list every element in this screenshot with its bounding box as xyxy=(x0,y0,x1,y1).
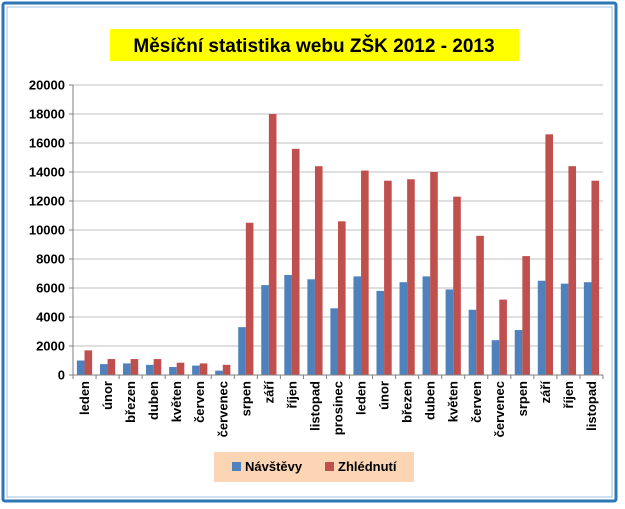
y-tick-label: 8000 xyxy=(36,252,65,267)
bar-navstevy xyxy=(261,285,269,375)
bar-navstevy xyxy=(192,365,200,375)
legend-swatch-navstevy xyxy=(232,462,241,471)
bar-zhlednuti xyxy=(453,196,461,375)
bar-zhlednuti xyxy=(591,180,600,375)
bar-zhlednuti xyxy=(130,359,139,375)
x-tick-label: leden xyxy=(354,381,369,415)
x-tick-label: srpen xyxy=(515,381,530,416)
y-tick-label: 20000 xyxy=(29,78,65,93)
x-tick-label: červenec xyxy=(492,381,507,437)
bar-navstevy xyxy=(445,289,454,375)
bar-zhlednuti xyxy=(268,114,277,375)
bar-navstevy xyxy=(123,363,131,375)
x-tick-label: duben xyxy=(146,381,161,420)
bar-zhlednuti xyxy=(176,362,185,375)
y-tick-label: 0 xyxy=(58,368,65,383)
bar-zhlednuti xyxy=(407,179,415,375)
x-tick-label: srpen xyxy=(238,381,253,416)
bar-navstevy xyxy=(215,370,223,375)
x-tick-label: říjen xyxy=(561,381,576,409)
bar-zhlednuti xyxy=(199,363,208,375)
bar-navstevy xyxy=(169,367,177,375)
x-tick-label: říjen xyxy=(284,381,299,409)
y-tick-label: 2000 xyxy=(36,339,65,354)
x-tick-label: květen xyxy=(446,381,461,422)
bar-navstevy xyxy=(514,330,523,375)
y-tick-label: 14000 xyxy=(29,165,65,180)
bar-navstevy xyxy=(284,274,292,375)
x-tick-label: listopad xyxy=(584,381,599,431)
x-tick-label: březen xyxy=(123,381,138,423)
x-tick-label: červen xyxy=(192,381,207,423)
chart-title-background xyxy=(110,29,519,61)
bar-navstevy xyxy=(491,340,500,375)
y-tick-label: 16000 xyxy=(29,136,65,151)
bar-zhlednuti xyxy=(430,172,438,375)
x-tick-label: září xyxy=(261,381,276,404)
x-tick-label: březen xyxy=(400,381,415,423)
legend-swatch-zhlednuti xyxy=(325,462,334,471)
bar-navstevy xyxy=(468,309,477,375)
bar-zhlednuti xyxy=(568,166,577,375)
x-tick-label: červen xyxy=(469,381,484,423)
bar-zhlednuti xyxy=(107,359,116,375)
x-tick-label: září xyxy=(538,381,553,404)
bar-zhlednuti xyxy=(338,221,346,375)
y-tick-label: 18000 xyxy=(29,107,65,122)
bar-navstevy xyxy=(583,282,592,375)
bar-navstevy xyxy=(238,327,246,375)
y-tick-label: 12000 xyxy=(29,194,65,209)
x-tick-label: listopad xyxy=(307,381,322,431)
bar-zhlednuti xyxy=(314,166,323,375)
legend-label-navstevy: Návštěvy xyxy=(245,459,303,474)
y-tick-label: 6000 xyxy=(36,281,65,296)
bar-navstevy xyxy=(560,283,569,375)
bar-zhlednuti xyxy=(153,359,162,375)
x-tick-label: únor xyxy=(377,381,392,410)
bar-zhlednuti xyxy=(361,170,369,375)
bars xyxy=(76,114,600,375)
bar-navstevy xyxy=(76,360,85,375)
y-tick-label: 10000 xyxy=(29,223,65,238)
x-tick-label: leden xyxy=(77,381,92,415)
bar-zhlednuti xyxy=(476,235,484,375)
bar-navstevy xyxy=(353,276,362,375)
x-tick-label: prosinec xyxy=(331,381,346,435)
x-tick-label: květen xyxy=(169,381,184,422)
bar-zhlednuti xyxy=(245,222,254,375)
bar-navstevy xyxy=(307,279,315,375)
x-tick-label: duben xyxy=(423,381,438,420)
bar-navstevy xyxy=(330,308,338,375)
legend-label-zhlednuti: Zhlédnutí xyxy=(338,459,397,474)
bar-navstevy xyxy=(146,364,154,375)
x-axis: leden únor březen duben květen červen červenec… xyxy=(72,374,604,437)
bar-zhlednuti xyxy=(222,364,231,375)
bar-navstevy xyxy=(422,276,431,375)
bar-navstevy xyxy=(376,290,385,375)
bar-zhlednuti xyxy=(291,148,300,375)
bar-navstevy xyxy=(99,364,108,375)
x-tick-label: únor xyxy=(100,381,115,410)
bar-zhlednuti xyxy=(545,134,553,375)
chart-outer-frame xyxy=(1,1,618,503)
bar-zhlednuti xyxy=(499,299,507,375)
bar-navstevy xyxy=(537,280,546,375)
bar-zhlednuti xyxy=(384,180,392,375)
chart-title: Měsíční statistika webu ZŠK 2012 - 2013 xyxy=(133,35,494,57)
legend: Návštěvy Zhlédnutí xyxy=(214,452,414,482)
y-axis: 0 2000 4000 6000 8000 10000 12000 14000 16000 180… xyxy=(29,78,74,383)
legend-box xyxy=(214,452,414,482)
bar-navstevy xyxy=(399,282,408,375)
bar-zhlednuti xyxy=(84,350,93,375)
y-tick-label: 4000 xyxy=(36,310,65,325)
bar-zhlednuti xyxy=(522,256,530,375)
x-tick-label: červenec xyxy=(215,381,230,437)
chart-inner-frame xyxy=(6,6,613,498)
